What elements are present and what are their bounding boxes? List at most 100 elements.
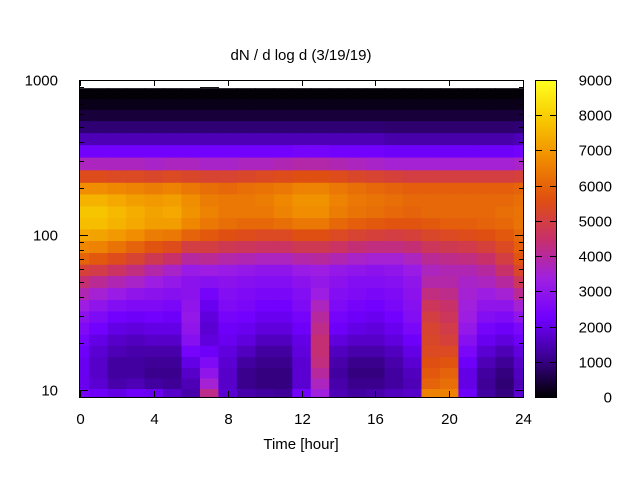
heatmap-cell bbox=[181, 156, 201, 171]
heatmap-cell bbox=[403, 275, 423, 289]
heatmap-cell bbox=[310, 334, 330, 346]
heatmap-cell bbox=[181, 169, 201, 183]
heatmap-cell bbox=[236, 287, 256, 301]
heatmap-cell bbox=[292, 98, 312, 110]
heatmap-cell bbox=[439, 345, 459, 358]
heatmap-cell bbox=[255, 377, 275, 390]
heatmap-cell bbox=[199, 388, 220, 398]
heatmap-cell bbox=[495, 275, 515, 289]
heatmap-cell bbox=[181, 322, 201, 335]
heatmap-cell bbox=[384, 334, 404, 346]
heatmap-cell bbox=[513, 193, 524, 207]
heatmap-cell bbox=[80, 156, 90, 171]
heatmap-cell bbox=[107, 193, 127, 207]
heatmap-cell bbox=[107, 388, 127, 398]
heatmap-cell bbox=[80, 252, 90, 265]
heatmap-cell bbox=[236, 182, 256, 195]
heatmap-cell bbox=[403, 367, 423, 379]
heatmap-cell bbox=[403, 240, 423, 254]
heatmap-cell bbox=[80, 109, 90, 122]
heatmap-cell bbox=[329, 377, 349, 390]
heatmap-cell bbox=[421, 88, 441, 100]
heatmap-cell bbox=[439, 252, 459, 265]
heatmap-cell bbox=[89, 205, 109, 219]
heatmap-cell bbox=[347, 299, 367, 312]
heatmap-cell bbox=[310, 205, 330, 219]
heatmap-cell bbox=[107, 287, 127, 301]
heatmap-cell bbox=[199, 144, 220, 158]
heatmap-cell bbox=[366, 377, 386, 390]
heatmap-cell bbox=[347, 264, 367, 277]
heatmap-cell bbox=[329, 120, 349, 134]
heatmap-cell bbox=[384, 205, 404, 219]
heatmap-cell bbox=[403, 217, 423, 230]
colorbar-tick-label: 8000 bbox=[579, 108, 612, 125]
heatmap-cell bbox=[126, 120, 146, 134]
heatmap-cell bbox=[476, 156, 496, 171]
heatmap-cell bbox=[403, 388, 423, 398]
heatmap-cell bbox=[439, 98, 459, 110]
heatmap-cell bbox=[89, 388, 109, 398]
heatmap-cell bbox=[236, 169, 256, 183]
heatmap-cell bbox=[495, 132, 515, 146]
heatmap-cell bbox=[439, 193, 459, 207]
heatmap-cell bbox=[513, 388, 524, 398]
heatmap-cell bbox=[439, 299, 459, 312]
heatmap-cell bbox=[384, 356, 404, 369]
heatmap-cell bbox=[273, 182, 293, 195]
heatmap-cell bbox=[347, 228, 367, 242]
heatmap-cell bbox=[199, 299, 220, 312]
heatmap-cell bbox=[458, 217, 478, 230]
heatmap-cell bbox=[273, 345, 293, 358]
x-axis-label: Time [hour] bbox=[263, 436, 338, 453]
heatmap-cell bbox=[126, 334, 146, 346]
heatmap-cell bbox=[255, 264, 275, 277]
heatmap-cell bbox=[107, 144, 127, 158]
heatmap-cell bbox=[366, 109, 386, 122]
heatmap-cell bbox=[273, 299, 293, 312]
heatmap-cell bbox=[126, 98, 146, 110]
heatmap-cell bbox=[495, 299, 515, 312]
heatmap-cell bbox=[144, 132, 164, 146]
heatmap-cell bbox=[347, 377, 367, 390]
heatmap-cell bbox=[421, 388, 441, 398]
heatmap-cell bbox=[218, 144, 238, 158]
heatmap-cell bbox=[347, 275, 367, 289]
heatmap-cell bbox=[255, 182, 275, 195]
heatmap-cell bbox=[199, 98, 220, 110]
colorbar-tick-label: 4000 bbox=[579, 249, 612, 266]
heatmap-cell bbox=[163, 193, 183, 207]
heatmap-cell bbox=[495, 240, 515, 254]
heatmap-cell bbox=[421, 144, 441, 158]
heatmap-cell bbox=[199, 169, 220, 183]
heatmap-cell bbox=[181, 252, 201, 265]
heatmap-cell bbox=[144, 182, 164, 195]
heatmap-cell bbox=[80, 228, 90, 242]
heatmap-cell bbox=[163, 169, 183, 183]
heatmap-cell bbox=[403, 88, 423, 100]
heatmap-cell bbox=[89, 228, 109, 242]
heatmap-cell bbox=[310, 287, 330, 301]
heatmap-cell bbox=[199, 322, 220, 335]
heatmap-cell bbox=[144, 334, 164, 346]
heatmap-cell bbox=[458, 156, 478, 171]
heatmap-cell bbox=[384, 144, 404, 158]
x-tick-label: 12 bbox=[294, 411, 311, 428]
heatmap-cell bbox=[218, 193, 238, 207]
heatmap-cell bbox=[476, 228, 496, 242]
heatmap-cell bbox=[495, 109, 515, 122]
heatmap-cell bbox=[329, 132, 349, 146]
heatmap-cell bbox=[366, 345, 386, 358]
heatmap-cell bbox=[310, 264, 330, 277]
heatmap-cell bbox=[476, 205, 496, 219]
y-tick-label: 1000 bbox=[25, 73, 58, 90]
heatmap-cell bbox=[126, 322, 146, 335]
y-tick-label: 10 bbox=[41, 383, 58, 400]
heatmap-cell bbox=[421, 98, 441, 110]
heatmap-cell bbox=[236, 377, 256, 390]
heatmap-cell bbox=[439, 377, 459, 390]
heatmap-cell bbox=[107, 299, 127, 312]
heatmap-cell bbox=[310, 356, 330, 369]
heatmap-cell bbox=[218, 132, 238, 146]
heatmap-cell bbox=[384, 322, 404, 335]
